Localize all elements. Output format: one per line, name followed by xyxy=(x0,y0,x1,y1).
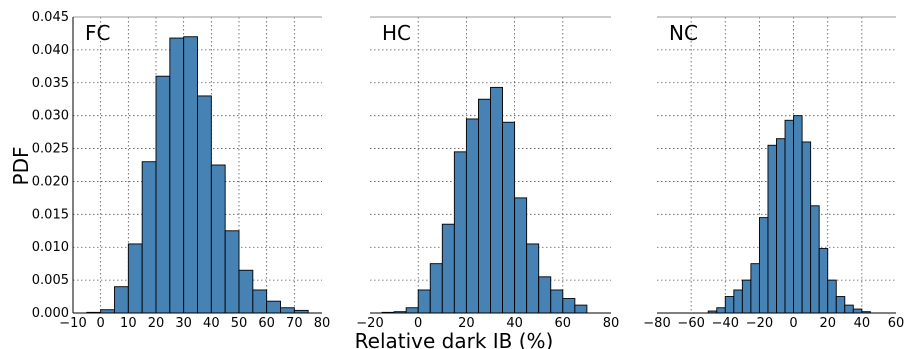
histogram-bar xyxy=(197,95,212,314)
histogram-bar xyxy=(562,298,576,314)
x-tick-label: −10 xyxy=(59,316,86,331)
y-tick-label: 0.000 xyxy=(32,306,69,321)
histogram-bar xyxy=(155,75,171,314)
x-tick-label: 80 xyxy=(603,316,620,331)
x-tick-label: 60 xyxy=(258,316,275,331)
panel-title: FC xyxy=(85,21,110,45)
panel-nc: NC −80 −60 −40 −20 0 20 40 60 xyxy=(643,16,905,331)
histogram-bar xyxy=(490,86,504,314)
x-tick-label: 10 xyxy=(120,316,137,331)
histogram-bar xyxy=(810,205,820,314)
histogram-bar xyxy=(514,197,528,314)
x-tick-label: −40 xyxy=(712,316,739,331)
histogram-bar xyxy=(453,151,467,314)
x-tick-label: 80 xyxy=(314,316,331,331)
histogram-bar xyxy=(835,296,846,314)
x-axis-label: Relative dark IB (%) xyxy=(355,329,554,349)
x-tick-label: 0 xyxy=(789,316,797,331)
histogram-bar xyxy=(465,118,479,314)
histogram-bar xyxy=(280,307,295,314)
histogram-bar xyxy=(750,263,760,314)
histogram-bar xyxy=(441,223,455,314)
x-tick-label: 50 xyxy=(231,316,248,331)
histogram-bar xyxy=(793,115,803,314)
x-tick-label: 0 xyxy=(97,316,105,331)
histogram-bar xyxy=(127,243,143,314)
histogram-bar xyxy=(183,36,198,314)
histogram-bar xyxy=(266,300,281,314)
histogram-bar xyxy=(852,308,863,314)
histogram-bar xyxy=(724,296,735,314)
histogram-bar xyxy=(224,230,240,314)
x-tick-label: −80 xyxy=(643,316,670,331)
x-tick-label: −20 xyxy=(746,316,773,331)
histogram-bar xyxy=(238,269,254,314)
x-tick-label: 70 xyxy=(286,316,303,331)
histogram-bar xyxy=(252,289,268,314)
histogram-bar xyxy=(502,121,516,314)
panels-group: FC −10 0 10 20 30 40 50 60 70 80 0.000 0.005 0.010 0.0… xyxy=(32,10,904,331)
histogram-bar xyxy=(784,119,795,314)
y-axis-label: PDF xyxy=(9,147,33,186)
histogram-bar xyxy=(844,304,854,314)
x-tick-label: 60 xyxy=(888,316,905,331)
x-tick-label: 0 xyxy=(414,316,422,331)
y-tick-label: 0.010 xyxy=(32,240,69,255)
x-tick-label: 60 xyxy=(555,316,572,331)
y-tick-label: 0.040 xyxy=(32,43,69,58)
x-tick-label: −60 xyxy=(677,316,704,331)
histogram-bar xyxy=(405,307,419,314)
histogram-bar xyxy=(733,289,743,314)
histogram-bar xyxy=(818,248,829,314)
x-tick-label: 20 xyxy=(148,316,165,331)
histogram-bar xyxy=(210,164,226,314)
panel-title: NC xyxy=(669,21,698,45)
histogram-bar xyxy=(776,138,786,314)
x-tick-label: −20 xyxy=(356,316,383,331)
x-tick-label: 40 xyxy=(506,316,523,331)
histogram-bar xyxy=(526,243,540,314)
x-tick-label: 30 xyxy=(175,316,192,331)
histogram-bar xyxy=(550,289,564,314)
x-tick-label: 40 xyxy=(203,316,220,331)
y-tick-label: 0.020 xyxy=(32,174,69,189)
histogram-bar xyxy=(801,141,812,314)
y-tick-label: 0.045 xyxy=(32,10,69,25)
y-tick-label: 0.015 xyxy=(32,207,69,222)
panel-fc: FC −10 0 10 20 30 40 50 60 70 80 0.000 0.005 0.010 0.0… xyxy=(32,10,330,331)
histogram-bar xyxy=(114,286,129,314)
histogram-bar xyxy=(767,144,777,314)
histogram-bar xyxy=(758,217,769,314)
histogram-bar xyxy=(169,37,185,314)
histogram-bar xyxy=(716,307,726,314)
histogram-bar xyxy=(538,276,552,314)
histogram-bar xyxy=(827,279,837,314)
histogram-bar xyxy=(417,289,431,314)
histogram-bar xyxy=(741,279,752,314)
x-tick-label: 40 xyxy=(854,316,871,331)
histogram-bar xyxy=(141,161,157,314)
panel-title: HC xyxy=(382,21,411,45)
y-tick-label: 0.035 xyxy=(32,76,69,91)
histogram-bar xyxy=(574,304,588,314)
panel-hc: HC −20 0 20 40 60 80 xyxy=(356,16,620,331)
y-tick-label: 0.030 xyxy=(32,109,69,124)
histogram-bar xyxy=(429,263,443,314)
y-tick-label: 0.025 xyxy=(32,142,69,157)
y-tick-label: 0.005 xyxy=(32,273,69,288)
x-tick-label: 20 xyxy=(458,316,475,331)
x-tick-label: 20 xyxy=(819,316,836,331)
histogram-bar xyxy=(478,98,491,314)
